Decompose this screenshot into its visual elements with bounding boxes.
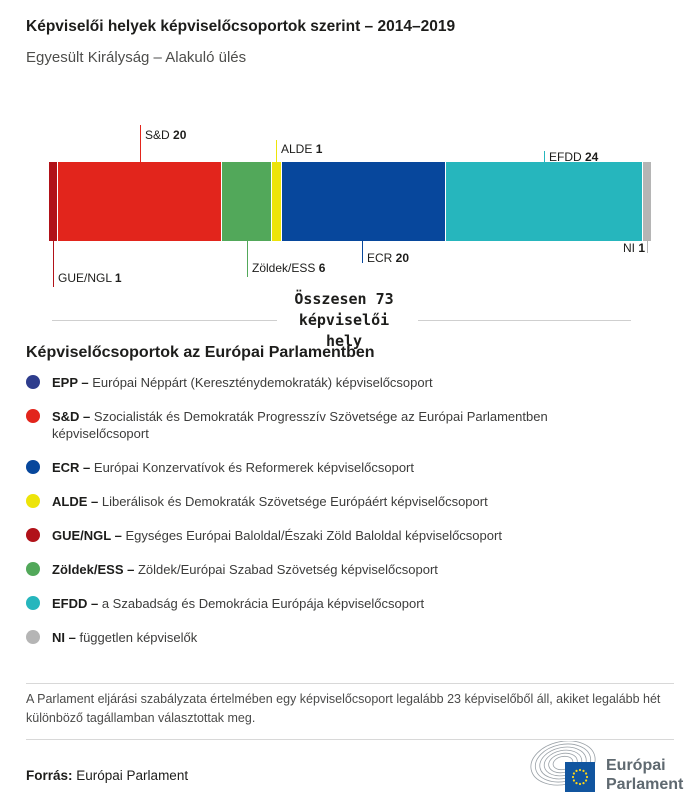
- callout-label-Zöldek/ESS: Zöldek/ESS 6: [252, 261, 325, 275]
- callout-seat-count: 6: [318, 261, 326, 275]
- callout-group-name: EFDD: [549, 150, 585, 164]
- ep-logo-line1: Európai: [606, 757, 666, 774]
- legend-group-abbr: S&D –: [52, 409, 94, 424]
- ep-hemicycle-icon: [530, 741, 596, 792]
- eu-flag: [565, 762, 595, 792]
- callout-group-name: S&D: [145, 128, 174, 142]
- legend-group-desc: Liberálisok és Demokraták Szövetsége Eur…: [101, 494, 488, 509]
- total-divider-right: [418, 320, 631, 321]
- legend-item-Zldek/ESS: Zöldek/ESS – Zöldek/Európai Szabad Szöve…: [26, 561, 666, 578]
- legend-item-text: NI – független képviselők: [52, 629, 600, 646]
- legend-item-NI: NI – független képviselők: [26, 629, 666, 646]
- callout-seat-count: 20: [395, 251, 410, 265]
- total-seats-label: Összesen 73 képviselői hely: [294, 290, 394, 350]
- legend-item-EPP: EPP – Európai Néppárt (Kereszténydemokra…: [26, 374, 666, 391]
- legend-group-desc: Európai Konzervatívok és Reformerek képv…: [93, 460, 414, 475]
- legend-item-EFDD: EFDD – a Szabadság és Demokrácia Európáj…: [26, 595, 666, 612]
- legend-item-S&D: S&D – Szocialisták és Demokraták Progres…: [26, 408, 666, 442]
- legend-item-ALDE: ALDE – Liberálisok és Demokraták Szövets…: [26, 493, 666, 510]
- source-line: Forrás: Európai Parlament: [26, 768, 188, 783]
- total-divider-left: [52, 320, 277, 321]
- legend: EPP – Európai Néppárt (Kereszténydemokra…: [26, 374, 666, 663]
- legend-dot-icon: [26, 562, 40, 576]
- legend-dot-icon: [26, 528, 40, 542]
- bar-segment-ECR: [281, 162, 445, 241]
- source-label: Forrás:: [26, 768, 73, 783]
- callout-group-name: ALDE: [281, 142, 316, 156]
- footnote: A Parlament eljárási szabályzata értelmé…: [26, 692, 661, 725]
- legend-group-abbr: Zöldek/ESS –: [52, 562, 138, 577]
- legend-group-abbr: ALDE –: [52, 494, 102, 509]
- callout-seat-count: 24: [585, 150, 599, 164]
- callout-line-ALDE: [276, 140, 277, 162]
- legend-item-text: GUE/NGL – Egységes Európai Baloldal/Észa…: [52, 527, 600, 544]
- legend-group-desc: Zöldek/Európai Szabad Szövetség képvisel…: [137, 562, 438, 577]
- callout-group-name: NI: [622, 241, 639, 255]
- legend-dot-icon: [26, 409, 40, 423]
- legend-dot-icon: [26, 375, 40, 389]
- callout-line-S&D: [140, 125, 141, 162]
- callout-line-NI: [647, 241, 648, 253]
- callout-label-S&D: S&D 20: [145, 128, 186, 142]
- callout-seat-count: 1: [114, 271, 122, 285]
- legend-group-abbr: GUE/NGL –: [52, 528, 126, 543]
- legend-group-desc: a Szabadság és Demokrácia Európája képvi…: [101, 596, 425, 611]
- callout-line-ECR: [362, 241, 363, 263]
- callout-group-name: ECR: [367, 251, 396, 265]
- page-subtitle: Egyesült Királyság – Alakuló ülés: [26, 49, 247, 66]
- legend-item-text: Zöldek/ESS – Zöldek/Európai Szabad Szöve…: [52, 561, 600, 578]
- legend-group-desc: Európai Néppárt (Kereszténydemokraták) k…: [92, 375, 433, 390]
- bar-segment-Zöldek/ESS: [222, 162, 272, 241]
- legend-group-abbr: EFDD –: [52, 596, 102, 611]
- legend-dot-icon: [26, 630, 40, 644]
- legend-group-abbr: EPP –: [52, 375, 93, 390]
- legend-group-desc: Egységes Európai Baloldal/Északi Zöld Ba…: [125, 528, 502, 543]
- divider-bottom: [26, 739, 674, 740]
- callout-line-GUE/NGL: [53, 241, 54, 287]
- bar-segment-S&D: [58, 162, 222, 241]
- callout-line-EFDD: [544, 151, 545, 162]
- page-title: Képviselői helyek képviselőcsoportok sze…: [26, 18, 456, 35]
- callout-seat-count: 20: [173, 128, 187, 142]
- legend-group-desc: független képviselők: [79, 630, 198, 645]
- legend-item-ECR: ECR – Európai Konzervatívok és Reformere…: [26, 459, 666, 476]
- callout-label-GUE/NGL: GUE/NGL 1: [58, 271, 122, 285]
- callout-seat-count: 1: [638, 241, 645, 255]
- callout-label-ALDE: ALDE 1: [281, 142, 322, 156]
- source-value: Európai Parlament: [72, 768, 189, 783]
- bar-segment-ALDE: [272, 162, 281, 241]
- divider-top: [26, 683, 674, 684]
- bar-segment-GUE/NGL: [49, 162, 58, 241]
- bar-segment-NI: [642, 162, 651, 241]
- legend-item-text: EPP – Európai Néppárt (Kereszténydemokra…: [52, 374, 600, 391]
- bar-segment-EFDD: [445, 162, 642, 241]
- callout-group-name: GUE/NGL: [58, 271, 115, 285]
- ep-logo-line2: Parlament: [606, 776, 684, 793]
- callout-label-EFDD: EFDD 24: [549, 150, 598, 164]
- callout-label-ECR: ECR 20: [367, 251, 409, 265]
- legend-group-abbr: NI –: [52, 630, 80, 645]
- legend-dot-icon: [26, 596, 40, 610]
- legend-item-text: S&D – Szocialisták és Demokraták Progres…: [52, 408, 600, 442]
- stacked-bar: [49, 162, 651, 241]
- callout-label-NI: NI 1: [623, 241, 645, 255]
- callout-group-name: Zöldek/ESS: [252, 261, 319, 275]
- callout-line-Zöldek/ESS: [247, 241, 248, 277]
- legend-group-abbr: ECR –: [52, 460, 94, 475]
- legend-item-text: ALDE – Liberálisok és Demokraták Szövets…: [52, 493, 600, 510]
- legend-item-text: EFDD – a Szabadság és Demokrácia Európáj…: [52, 595, 600, 612]
- ep-logo-text: Európai Parlament: [606, 756, 683, 794]
- callout-seat-count: 1: [315, 142, 323, 156]
- legend-heading: Képviselőcsoportok az Európai Parlamentb…: [26, 344, 375, 361]
- legend-group-desc: Szocialisták és Demokraták Progresszív S…: [52, 409, 548, 441]
- european-parliament-logo: Európai Parlament: [528, 741, 683, 797]
- legend-item-text: ECR – Európai Konzervatívok és Reformere…: [52, 459, 600, 476]
- legend-dot-icon: [26, 460, 40, 474]
- legend-item-GUE/NGL: GUE/NGL – Egységes Európai Baloldal/Észa…: [26, 527, 666, 544]
- legend-dot-icon: [26, 494, 40, 508]
